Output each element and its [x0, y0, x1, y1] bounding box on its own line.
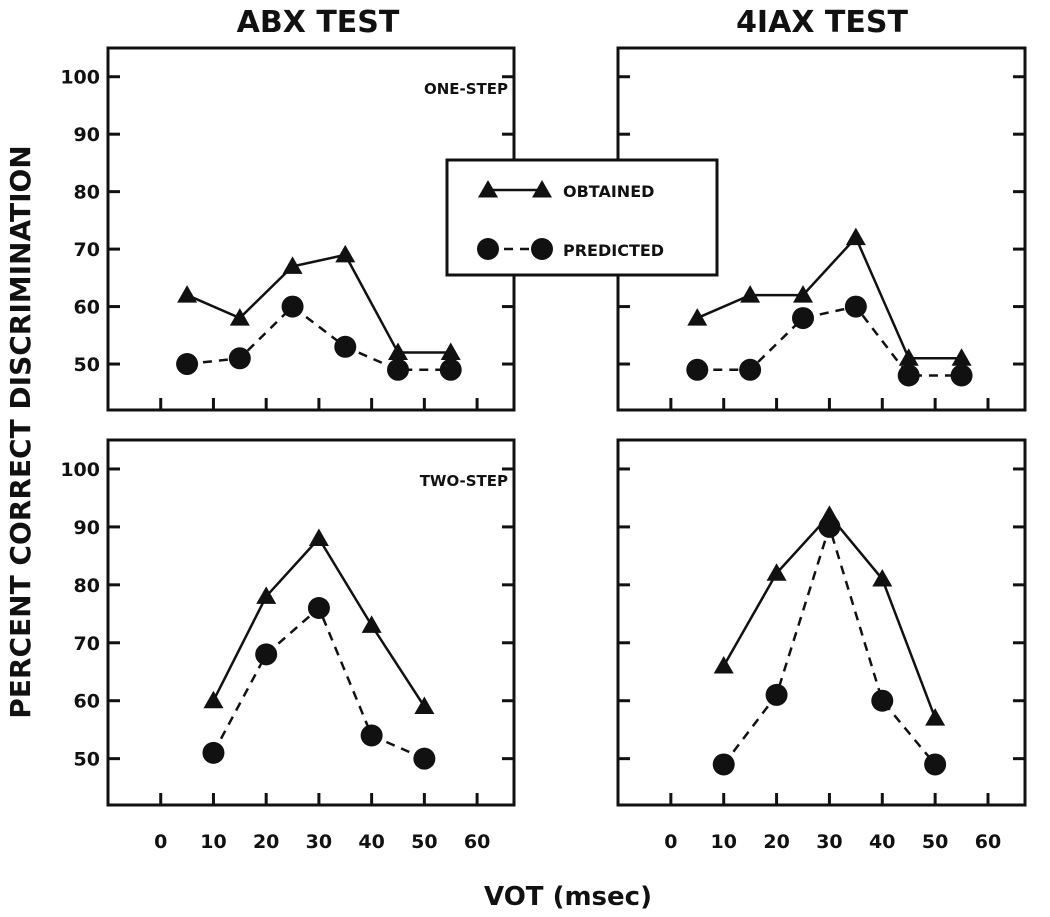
predicted-point: [387, 358, 409, 381]
predicted-point: [228, 347, 251, 370]
y-tick-label: 90: [74, 124, 100, 146]
predicted-point: [897, 364, 920, 387]
panel-2: [616, 46, 1027, 412]
obtained-point: [845, 227, 866, 246]
predicted-point: [844, 295, 867, 318]
predicted-point: [202, 741, 225, 764]
panel-3: 50 60 70 80 90 100 0 10 20 30 40 50 60 TWO-STEP: [60, 438, 516, 853]
obtained-line: [696, 235, 962, 360]
y-tick-label: 80: [74, 182, 100, 204]
predicted-point: [360, 724, 383, 747]
y-tick-label: 50: [74, 354, 100, 376]
obtained-point: [229, 308, 250, 326]
x-tick-label: 20: [253, 831, 279, 853]
obtained-point: [872, 569, 893, 587]
obtained-point: [793, 285, 813, 303]
obtained-point: [388, 342, 408, 361]
obtained-point: [335, 244, 356, 263]
y-axis-label: PERCENT CORRECT DISCRIMINATION: [4, 145, 37, 718]
column-title-abx: ABX TEST: [237, 5, 400, 40]
obtained-line: [212, 536, 426, 708]
obtained-point: [766, 563, 787, 581]
x-tick-label: 0: [664, 831, 677, 853]
predicted-line: [186, 304, 451, 372]
y-tick-label: 80: [74, 575, 100, 597]
y-tick-label: 50: [74, 749, 100, 771]
y-tick-label: 60: [74, 297, 100, 319]
obtained-point: [414, 696, 435, 715]
panel-frame: [616, 438, 1027, 807]
legend-predicted-marker: [477, 238, 499, 260]
predicted-point: [924, 753, 947, 776]
predicted-point: [307, 597, 330, 620]
predicted-point: [871, 689, 894, 712]
panel-title: ONE-STEP: [424, 80, 508, 98]
x-tick-label: 30: [816, 831, 842, 853]
legend: OBTAINED PREDICTED: [445, 158, 719, 277]
predicted-point: [413, 747, 436, 770]
legend-obtained-marker: [532, 180, 552, 198]
y-tick-label: 100: [60, 67, 100, 89]
obtained-point: [713, 655, 734, 674]
obtained-point: [361, 615, 382, 633]
obtained-point: [925, 708, 946, 726]
legend-label-obtained: OBTAINED: [563, 182, 654, 201]
legend-predicted-marker: [531, 238, 553, 260]
obtained-point: [440, 342, 461, 361]
y-tick-label: 60: [74, 691, 100, 713]
obtained-point: [687, 308, 708, 326]
obtained-point: [256, 586, 277, 604]
obtained-point: [203, 690, 224, 709]
obtained-point: [951, 348, 972, 366]
column-title-4iax: 4IAX TEST: [736, 5, 908, 40]
predicted-point: [334, 335, 357, 358]
panel-title: TWO-STEP: [420, 472, 508, 490]
x-tick-label: 50: [411, 831, 437, 853]
obtained-point: [740, 285, 761, 303]
x-axis-label: VOT (msec): [484, 882, 652, 912]
predicted-point: [712, 753, 735, 776]
predicted-point: [950, 364, 973, 387]
predicted-point: [255, 643, 278, 666]
predicted-point: [281, 295, 304, 318]
legend-obtained-marker: [478, 180, 498, 198]
y-tick-label: 100: [60, 459, 100, 481]
obtained-point: [177, 285, 198, 303]
x-tick-label: 40: [358, 831, 384, 853]
predicted-point: [792, 307, 814, 330]
x-tick-label: 10: [200, 831, 226, 853]
predicted-line: [212, 605, 425, 760]
predicted-line: [697, 305, 962, 377]
predicted-point: [765, 683, 788, 706]
predicted-point: [686, 358, 709, 381]
legend-label-predicted: PREDICTED: [563, 241, 664, 260]
x-tick-label: 60: [464, 831, 490, 853]
panel-4: 0 10 20 30 40 50 60: [616, 438, 1027, 853]
panel-1: 50 60 70 80 90 100 ONE-STEP: [60, 46, 516, 412]
obtained-line: [186, 253, 451, 354]
predicted-point: [739, 358, 762, 381]
predicted-point: [439, 358, 462, 381]
y-tick-label: 70: [74, 633, 100, 655]
predicted-point: [818, 515, 841, 538]
predicted-point: [176, 353, 199, 376]
x-tick-label: 50: [922, 831, 948, 853]
x-tick-label: 40: [869, 831, 895, 853]
y-tick-label: 70: [74, 239, 100, 261]
x-tick-label: 0: [154, 831, 167, 853]
predicted-line: [722, 522, 937, 766]
x-tick-label: 20: [763, 831, 789, 853]
x-tick-label: 60: [975, 831, 1001, 853]
y-tick-label: 90: [74, 517, 100, 539]
x-tick-label: 10: [710, 831, 736, 853]
obtained-point: [282, 256, 303, 274]
obtained-point: [308, 528, 329, 546]
legend-marks: [477, 180, 553, 260]
obtained-line: [722, 513, 937, 719]
obtained-point: [898, 348, 919, 366]
panel-frame: [106, 438, 516, 807]
x-tick-label: 30: [306, 831, 332, 853]
